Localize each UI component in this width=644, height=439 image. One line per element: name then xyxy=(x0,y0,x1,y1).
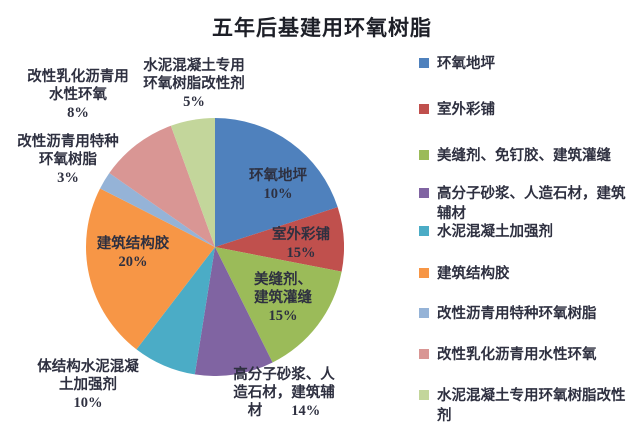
pie-label-special-epoxy-asphalt: 改性沥青用特种 环氧树脂 3% xyxy=(17,134,119,186)
legend-item-special-epoxy-asphalt: 改性沥青用特种环氧树脂 xyxy=(419,304,631,324)
pie-chart xyxy=(86,118,344,376)
legend-swatch-icon xyxy=(419,104,429,114)
pie-label-structural-adhesive: 建筑结构胶 20% xyxy=(96,236,170,270)
pie-slice-4 xyxy=(136,247,215,375)
legend-item-waterborne-epoxy: 改性乳化沥青用水性环氧 xyxy=(419,345,631,365)
legend-label: 水泥混凝土专用环氧树脂改性剂 xyxy=(437,388,626,424)
legend-swatch-icon xyxy=(419,308,429,318)
legend-item-joint-sealant: 美缝剂、免钉胶、建筑灌缝 xyxy=(419,146,631,166)
legend-swatch-icon xyxy=(419,349,429,359)
pie-slice-2 xyxy=(215,247,342,363)
legend-swatch-icon xyxy=(419,188,429,198)
legend-label: 建筑结构胶 xyxy=(437,266,510,282)
legend-label: 美缝剂、免钉胶、建筑灌缝 xyxy=(437,148,611,164)
pie-slice-7 xyxy=(109,125,215,247)
legend-label: 环氧地坪 xyxy=(437,56,495,72)
pie-label-epoxy-flooring: 环氧地坪 10% xyxy=(249,168,307,202)
pie-label-outdoor-paving: 室外彩铺 15% xyxy=(272,227,330,261)
legend-swatch-icon xyxy=(419,58,429,68)
pie-slice-1 xyxy=(215,207,344,272)
pie-slice-0 xyxy=(215,118,338,247)
legend-label: 室外彩铺 xyxy=(437,102,495,118)
pie-chart-svg xyxy=(86,118,344,376)
pie-label-joint-sealant: 美缝剂、 建筑灌缝 15% xyxy=(254,272,312,324)
pie-slice-8 xyxy=(170,118,215,247)
legend-swatch-icon xyxy=(419,390,429,400)
legend-label: 高分子砂浆、人造石材，建筑辅材 xyxy=(437,186,626,222)
chart-title: 五年后基建用环氧树脂 xyxy=(212,16,432,40)
pie-slice-6 xyxy=(100,173,215,247)
legend-item-structural-adhesive: 建筑结构胶 xyxy=(419,264,631,284)
legend-label: 水泥混凝土加强剂 xyxy=(437,224,553,240)
legend-swatch-icon xyxy=(419,268,429,278)
pie-label-concrete-strengthener: 体结构水泥混凝 土加强剂 10% xyxy=(37,359,139,411)
legend-item-epoxy-flooring: 环氧地坪 xyxy=(419,54,631,74)
legend-item-concrete-modifier: 水泥混凝土专用环氧树脂改性剂 xyxy=(419,386,631,426)
pie-label-waterborne-epoxy: 改性乳化沥青用 水性环氧 8% xyxy=(27,69,129,121)
pie-label-polymer-mortar: 高分子砂浆、人 造石材，建筑辅 材 14% xyxy=(233,367,335,419)
legend-swatch-icon xyxy=(419,226,429,236)
legend-item-outdoor-paving: 室外彩铺 xyxy=(419,100,631,120)
pie-slice-5 xyxy=(86,188,215,350)
legend-label: 改性乳化沥青用水性环氧 xyxy=(437,347,597,363)
chart-legend: 环氧地坪 室外彩铺 美缝剂、免钉胶、建筑灌缝 高分子砂浆、人造石材，建筑辅材 水… xyxy=(419,0,634,439)
pie-label-concrete-modifier: 水泥混凝土专用 环氧树脂改性剂 5% xyxy=(143,58,245,110)
legend-item-polymer-mortar: 高分子砂浆、人造石材，建筑辅材 xyxy=(419,184,631,224)
legend-item-concrete-strengthener: 水泥混凝土加强剂 xyxy=(419,222,631,242)
pie-slice-3 xyxy=(194,247,273,376)
legend-label: 改性沥青用特种环氧树脂 xyxy=(437,306,597,322)
legend-swatch-icon xyxy=(419,150,429,160)
